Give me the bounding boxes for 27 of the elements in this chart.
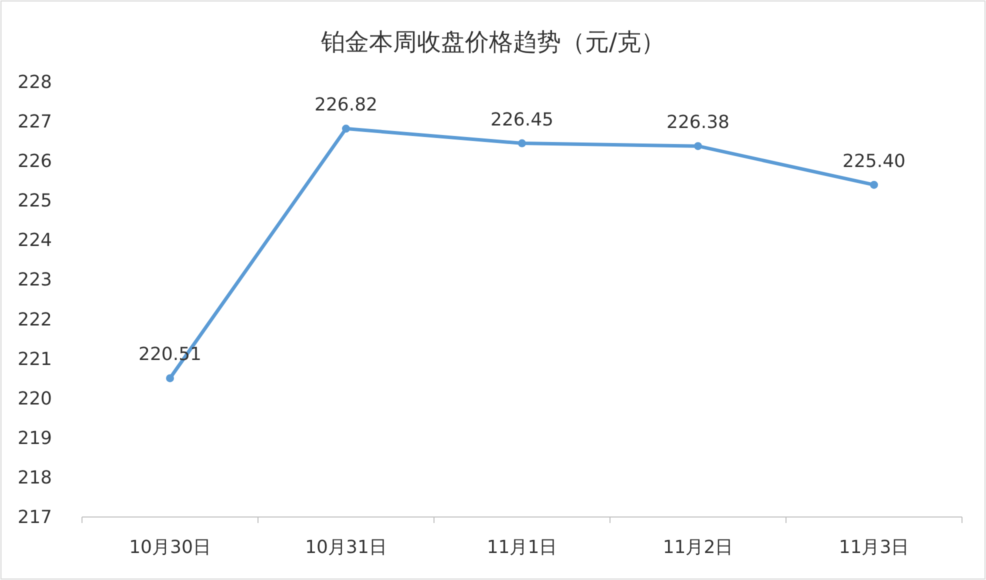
point	[694, 142, 702, 150]
x-tick-label: 11月3日	[838, 537, 910, 558]
y-tick-label: 227	[18, 112, 52, 133]
y-tick-label: 224	[18, 230, 52, 252]
x-tick-label: 11月1日	[486, 537, 558, 558]
y-tick-label: 221	[18, 348, 52, 370]
y-tick-label: 220	[18, 388, 52, 410]
y-tick-label: 217	[18, 507, 52, 528]
point	[870, 180, 878, 189]
data-label: 226.82	[314, 94, 378, 116]
data-label: 225.40	[842, 150, 906, 172]
point	[518, 139, 526, 148]
y-tick-label: 225	[18, 190, 52, 212]
y-tick-label: 218	[18, 467, 52, 488]
chart-title: 铂金本周收盘价格趋势（元/克）	[320, 28, 666, 56]
data-label: 226.45	[490, 109, 554, 130]
x-tick-label: 11月2日	[662, 537, 734, 558]
y-tick-label: 219	[18, 428, 52, 449]
y-tick-label: 223	[18, 270, 52, 291]
point	[166, 374, 174, 382]
y-tick-label: 222	[18, 309, 52, 330]
x-tick-label: 10月30日	[129, 537, 211, 558]
y-tick-label: 228	[18, 72, 52, 93]
point	[342, 124, 350, 133]
data-label: 226.38	[666, 112, 730, 134]
y-tick-label: 226	[18, 151, 52, 172]
x-tick-label: 10月31日	[305, 537, 387, 558]
